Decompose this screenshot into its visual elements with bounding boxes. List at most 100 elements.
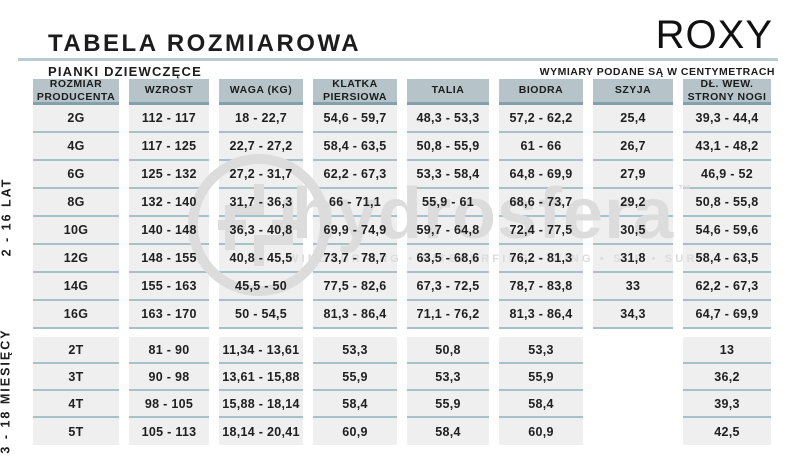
table-cell: 40,8 - 45,5 <box>219 245 303 273</box>
cell-value: 11,34 - 13,61 <box>222 342 300 357</box>
table-cell: 163 - 170 <box>129 301 209 329</box>
table-cell: 15,88 - 18,14 <box>219 391 303 418</box>
table-cell: 34,3 <box>593 301 673 329</box>
cell-value: 55,9 - 61 <box>421 195 475 209</box>
cell-value: 33 <box>625 279 641 293</box>
table-cell: 62,2 - 67,3 <box>313 161 397 189</box>
cell-value: 31,7 - 36,3 <box>229 195 293 209</box>
cell-value: 18 - 22,7 <box>234 111 288 125</box>
cell-value: 60,9 <box>342 424 368 439</box>
cell-value: 58,4 - 63,5 <box>323 139 387 153</box>
page-title: TABELA ROZMIAROWA <box>48 30 362 57</box>
table-cell: 36,3 - 40,8 <box>219 217 303 245</box>
cell-value: 55,9 <box>435 396 461 411</box>
cell-value: 10G <box>63 223 89 237</box>
page-subtitle: PIANKI DZIEWCZĘCE <box>48 64 203 79</box>
cell-value: 58,4 - 63,5 <box>695 251 759 265</box>
section-side-label-text: 3 - 18 MIESIĘCY <box>0 328 13 454</box>
table-cell: 36,2 <box>683 364 771 391</box>
size-cell: 12G <box>33 245 119 273</box>
cell-value: 31,8 <box>620 251 646 265</box>
table-cell-empty <box>593 364 673 391</box>
table-cell: 45,5 - 50 <box>219 273 303 301</box>
table-cell: 54,6 - 59,7 <box>313 105 397 133</box>
cell-value: 64,8 - 69,9 <box>509 167 573 181</box>
cell-value: 6G <box>67 167 85 181</box>
size-cell: 16G <box>33 301 119 329</box>
cell-value: 13,61 - 15,88 <box>222 369 300 384</box>
cell-value: 76,2 - 81,3 <box>509 251 573 265</box>
table-cell: 78,7 - 83,8 <box>499 273 583 301</box>
cell-value: 2T <box>68 342 84 357</box>
table-cell: 33 <box>593 273 673 301</box>
cell-value: 36,2 <box>714 369 740 384</box>
cell-value: 53,3 <box>342 342 368 357</box>
cell-value: 42,5 <box>714 424 740 439</box>
table-cell: 117 - 125 <box>129 133 209 161</box>
units-note: WYMIARY PODANE SĄ W CENTYMETRACH <box>539 66 775 78</box>
title-rule <box>18 58 778 61</box>
cell-value: 54,6 - 59,6 <box>695 223 759 237</box>
table-cell: 25,4 <box>593 105 673 133</box>
table-cell: 64,8 - 69,9 <box>499 161 583 189</box>
cell-value: 14G <box>63 279 89 293</box>
table-cell: 18 - 22,7 <box>219 105 303 133</box>
cell-value: 60,9 <box>528 424 554 439</box>
table-cell: 13 <box>683 337 771 364</box>
table-cell: 54,6 - 59,6 <box>683 217 771 245</box>
table-cell: 98 - 105 <box>129 391 209 418</box>
cell-value: 62,2 - 67,3 <box>323 167 387 181</box>
size-section-2: 3 - 18 MIESIĘCY 2T 81 - 90 11,34 - 13,61 53,… <box>0 328 771 454</box>
cell-value: 53,3 <box>528 342 554 357</box>
cell-value: 39,3 <box>714 396 740 411</box>
table-cell-empty <box>593 418 673 445</box>
cell-value: 53,3 - 58,4 <box>416 167 480 181</box>
cell-value: 78,7 - 83,8 <box>509 279 573 293</box>
table-cell: 30,5 <box>593 217 673 245</box>
table-cell: 112 - 117 <box>129 105 209 133</box>
table-cell: 81,3 - 86,4 <box>313 301 397 329</box>
cell-value: 140 - 148 <box>141 223 197 237</box>
table-cell: 50,8 - 55,8 <box>683 189 771 217</box>
table-cell: 27,9 <box>593 161 673 189</box>
size-section-1: 2 - 16 LAT 2G 112 - 117 18 - 22,7 54,6 - 59,… <box>0 105 771 329</box>
cell-value: 81,3 - 86,4 <box>323 307 387 321</box>
table-cell: 57,2 - 62,2 <box>499 105 583 133</box>
cell-value: 81 - 90 <box>148 342 190 357</box>
table-cell: 31,7 - 36,3 <box>219 189 303 217</box>
cell-value: 54,6 - 59,7 <box>323 111 387 125</box>
cell-value: 29,2 <box>620 195 646 209</box>
cell-value: 30,5 <box>620 223 646 237</box>
section-side-label: 3 - 18 MIESIĘCY <box>0 328 26 453</box>
cell-value: 5T <box>68 424 84 439</box>
size-cell: 4T <box>33 391 119 418</box>
table-cell: 72,4 - 77,5 <box>499 217 583 245</box>
table-cell: 71,1 - 76,2 <box>407 301 489 329</box>
size-cell: 14G <box>33 273 119 301</box>
cell-value: 77,5 - 82,6 <box>323 279 387 293</box>
table-cell: 50,8 <box>407 337 489 364</box>
cell-value: 50 - 54,5 <box>234 307 288 321</box>
table-cell: 50,8 - 55,9 <box>407 133 489 161</box>
table-cell: 76,2 - 81,3 <box>499 245 583 273</box>
table-cell: 27,2 - 31,7 <box>219 161 303 189</box>
table-cell: 46,9 - 52 <box>683 161 771 189</box>
table-cell: 26,7 <box>593 133 673 161</box>
size-table: ROZMIAR PRODUCENTA WZROST WAGA (KG) KLAT… <box>0 78 771 454</box>
cell-value: 132 - 140 <box>141 195 197 209</box>
table-cell: 58,4 - 63,5 <box>313 133 397 161</box>
table-cell: 18,14 - 20,41 <box>219 418 303 445</box>
table-cell: 42,5 <box>683 418 771 445</box>
table-cell: 55,9 <box>313 364 397 391</box>
table-cell: 29,2 <box>593 189 673 217</box>
table-cell: 66 - 71,1 <box>313 189 397 217</box>
table-cell: 58,4 <box>407 418 489 445</box>
column-header-wzrost: WZROST <box>129 79 209 105</box>
cell-value: 55,9 <box>528 369 554 384</box>
cell-value: 16G <box>63 307 89 321</box>
cell-value: 50,8 - 55,9 <box>416 139 480 153</box>
cell-value: 73,7 - 78,7 <box>323 251 387 265</box>
table-cell: 13,61 - 15,88 <box>219 364 303 391</box>
table-cell: 22,7 - 27,2 <box>219 133 303 161</box>
cell-value: 112 - 117 <box>141 111 197 125</box>
